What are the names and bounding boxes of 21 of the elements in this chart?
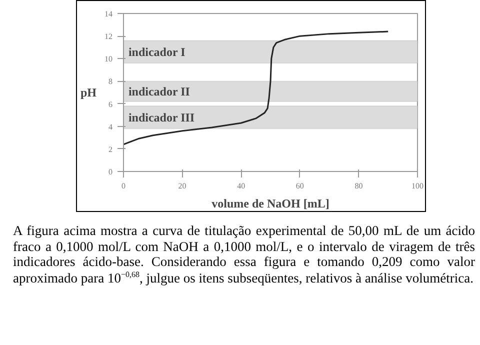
y-tick-label: 4 xyxy=(108,122,112,132)
band-label: indicador III xyxy=(128,110,195,124)
x-tick-label: 40 xyxy=(237,182,246,190)
x-tick-label: 20 xyxy=(178,182,186,190)
y-tick-label: 8 xyxy=(108,77,112,86)
y-tick-label: 14 xyxy=(104,10,112,18)
x-tick-label: 100 xyxy=(412,182,424,190)
x-tick-label: 60 xyxy=(296,182,304,190)
band-label: indicador I xyxy=(128,44,186,59)
y-tick-label: 6 xyxy=(108,100,112,109)
x-tick-label: 80 xyxy=(354,182,363,190)
x-axis-title: volume de NaOH [mL] xyxy=(212,196,330,210)
line-series xyxy=(124,30,389,146)
band-label: indicador II xyxy=(128,84,190,98)
y-tick-label: 10 xyxy=(104,54,112,64)
y-axis-title: pH xyxy=(80,86,98,100)
y-tick-label: 12 xyxy=(104,32,112,42)
text: A figura acima mostra a curva de titulação experimental de 50,00 mL de um ácido fraco a 0,1000 mol/L com NaOH a 0,1000 mol/L, e o intervalo de viragem de três indicadores ácido-base. Considerando essa figura e tomando 0,209 como valor aproximado para 10$^{−0,68}$, julgue os itens subseqüentes, relativos à análise volumétrica. xyxy=(13,223,475,286)
y-tick-label: 0 xyxy=(108,168,112,176)
x-tick-label: 0 xyxy=(122,182,126,190)
y-tick-label: 2 xyxy=(108,144,112,154)
